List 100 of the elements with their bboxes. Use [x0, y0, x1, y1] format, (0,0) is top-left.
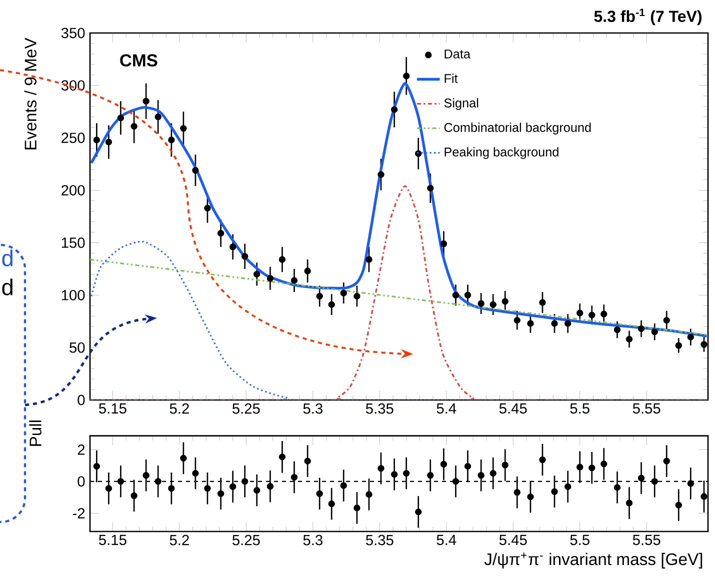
y-tick-label: -2 — [72, 508, 85, 518]
point — [366, 256, 372, 263]
x-tick-label: 5.15 — [99, 403, 126, 414]
point — [427, 472, 434, 479]
x-tick-label: 5.55 — [632, 534, 660, 546]
legend-label: Signal — [444, 98, 478, 110]
point — [687, 480, 694, 487]
line-series — [90, 185, 708, 400]
y-tick-label: 2 — [78, 444, 85, 455]
point — [687, 334, 694, 340]
y-tick-label: 0 — [78, 394, 85, 406]
point — [229, 483, 236, 490]
point — [229, 244, 236, 250]
point — [304, 268, 311, 274]
point — [192, 470, 199, 477]
point — [278, 454, 286, 460]
point — [168, 485, 175, 492]
point — [130, 122, 138, 130]
point — [390, 106, 398, 113]
point — [328, 500, 335, 508]
point — [105, 485, 112, 492]
text: d — [2, 250, 12, 266]
point — [316, 292, 323, 300]
point — [452, 292, 460, 298]
point — [539, 456, 546, 464]
text: d — [2, 278, 12, 296]
x-tick-label: 5.2 — [170, 403, 189, 414]
y-tick-label: 100 — [62, 290, 85, 300]
point — [490, 301, 496, 308]
x-tick-label: 5.35 — [366, 403, 394, 414]
point — [254, 486, 260, 494]
point — [340, 482, 347, 489]
point — [242, 478, 248, 485]
point — [266, 483, 274, 490]
point — [354, 292, 360, 300]
line-series — [90, 240, 708, 400]
point — [478, 472, 484, 479]
point — [502, 298, 508, 305]
x-tick-label: 5.3 — [303, 403, 322, 414]
point — [626, 336, 633, 343]
point — [638, 474, 645, 482]
point — [378, 465, 384, 472]
x-tick-label: 5.35 — [366, 534, 394, 546]
point — [700, 493, 708, 500]
point — [142, 98, 150, 104]
point — [651, 328, 658, 336]
x-tick-label: 5.15 — [99, 534, 126, 546]
point — [117, 478, 124, 485]
point — [588, 464, 596, 472]
point — [478, 300, 484, 307]
point — [390, 471, 398, 478]
point — [117, 114, 124, 122]
point — [204, 485, 211, 492]
point — [527, 320, 534, 327]
x-tick-label: 5.45 — [499, 534, 527, 546]
legend-label: Data — [444, 50, 470, 58]
x-tick-label: 5.45 — [499, 403, 527, 414]
point — [527, 493, 534, 500]
point — [340, 290, 347, 296]
point — [254, 270, 260, 278]
point — [588, 312, 596, 318]
line-series — [90, 82, 708, 338]
point — [464, 292, 472, 298]
point — [464, 462, 472, 470]
x-tick-label: 5.5 — [570, 534, 590, 546]
x-axis-title: J/ψπ$^{+}$π$^{-}$ invariant mass [GeV] — [484, 552, 702, 568]
y-axis-title: Pull — [29, 420, 42, 446]
point — [180, 454, 187, 462]
point — [564, 320, 572, 327]
x-tick-label: 5.3 — [303, 534, 322, 546]
y-tick-label: 150 — [62, 238, 85, 248]
point — [168, 136, 175, 144]
point — [130, 492, 138, 500]
point — [638, 325, 645, 332]
point — [142, 472, 150, 479]
point — [663, 458, 670, 464]
point — [354, 504, 360, 512]
point — [154, 478, 162, 485]
point — [440, 240, 448, 248]
point — [551, 488, 558, 495]
point — [651, 478, 658, 485]
point — [242, 252, 248, 260]
point — [675, 502, 682, 508]
point — [180, 125, 187, 132]
point — [93, 462, 100, 470]
point — [514, 489, 520, 496]
point — [290, 277, 298, 284]
point — [278, 256, 286, 263]
point — [304, 458, 311, 464]
x-tick-label: 5.4 — [436, 403, 456, 414]
point — [266, 275, 274, 282]
point — [378, 171, 384, 178]
x-tick-label: 5.5 — [570, 403, 590, 414]
y-tick-label: 200 — [62, 185, 85, 196]
point — [93, 136, 100, 144]
point — [576, 464, 584, 470]
point — [626, 500, 633, 506]
point — [576, 310, 584, 316]
point — [105, 138, 112, 146]
x-tick-label: 5.25 — [232, 403, 260, 414]
